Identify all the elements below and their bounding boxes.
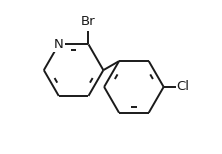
Text: N: N bbox=[54, 38, 64, 51]
Text: Br: Br bbox=[81, 15, 96, 28]
Text: Cl: Cl bbox=[177, 80, 190, 93]
